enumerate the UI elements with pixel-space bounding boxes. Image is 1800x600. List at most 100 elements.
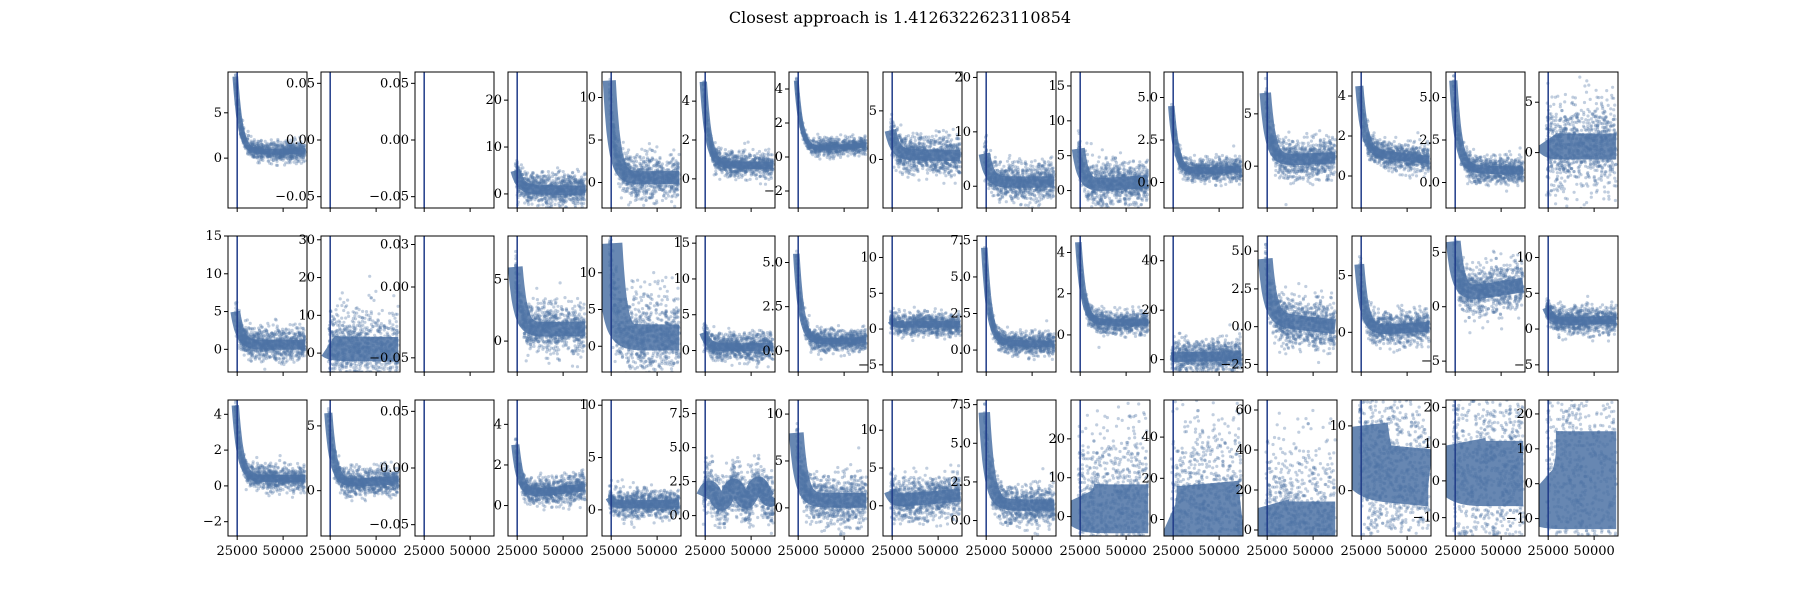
data-point <box>274 155 278 159</box>
data-point <box>268 154 272 158</box>
data-point <box>638 197 642 201</box>
data-point <box>649 159 653 163</box>
data-point <box>645 149 649 153</box>
data-point <box>657 160 662 165</box>
data-point <box>665 168 669 172</box>
data-point <box>289 138 293 142</box>
data-point <box>675 187 679 191</box>
data-point <box>527 178 531 182</box>
data-point <box>256 142 260 146</box>
data-point <box>293 136 297 140</box>
data-point <box>261 146 265 150</box>
data-point <box>301 153 305 157</box>
data-point <box>564 205 568 208</box>
data-point <box>543 182 548 186</box>
data-point <box>279 155 283 159</box>
data-point <box>543 196 547 200</box>
data-point <box>258 145 262 149</box>
data-point <box>758 171 762 175</box>
data-point <box>675 161 679 165</box>
data-point <box>268 154 272 158</box>
data-point <box>264 143 269 147</box>
data-point <box>564 180 569 184</box>
data-point <box>650 190 654 194</box>
data-point <box>302 143 306 148</box>
data-point <box>655 185 659 189</box>
data-point <box>625 157 629 161</box>
data-point <box>566 182 570 186</box>
data-point <box>287 158 291 162</box>
data-point <box>280 145 284 149</box>
data-point <box>540 199 544 203</box>
data-point <box>541 170 545 174</box>
data-point <box>647 196 651 200</box>
data-point <box>635 165 639 169</box>
data-point <box>524 192 528 196</box>
data-point <box>294 145 298 149</box>
data-point <box>572 175 576 179</box>
data-point <box>548 195 552 199</box>
data-point <box>246 152 250 156</box>
data-point <box>281 145 285 149</box>
data-point <box>673 204 677 208</box>
data-point <box>301 160 306 164</box>
data-point <box>556 166 560 170</box>
data-point <box>626 151 630 155</box>
series-core <box>232 76 307 155</box>
data-point <box>251 143 255 147</box>
data-point <box>280 155 284 159</box>
data-point <box>621 181 626 185</box>
data-point <box>619 196 624 200</box>
data-point <box>300 145 304 149</box>
series-cloud <box>884 112 962 185</box>
data-point <box>275 143 279 147</box>
data-point <box>274 157 278 161</box>
data-point <box>651 192 655 196</box>
data-point <box>272 141 276 145</box>
data-point <box>263 143 268 147</box>
y-tick-label: 4 <box>682 94 690 109</box>
data-point <box>279 143 283 147</box>
data-point <box>894 168 898 173</box>
data-point <box>669 188 673 192</box>
data-point <box>571 196 575 200</box>
data-point <box>530 177 535 181</box>
data-point <box>539 193 543 198</box>
data-point <box>576 198 581 202</box>
data-point <box>659 164 663 168</box>
data-point <box>755 177 759 181</box>
data-point <box>541 179 546 183</box>
data-point <box>949 175 953 179</box>
data-point <box>737 176 741 180</box>
data-point <box>658 164 662 169</box>
panel-frame <box>414 71 495 209</box>
data-point <box>260 142 264 146</box>
series-cloud <box>232 72 307 167</box>
data-point <box>627 148 631 152</box>
data-point <box>297 144 301 148</box>
data-point <box>628 166 632 170</box>
data-point <box>303 159 307 163</box>
data-point <box>673 161 677 166</box>
data-point <box>655 145 659 149</box>
data-point <box>548 197 552 201</box>
data-point <box>739 173 744 177</box>
data-point <box>852 148 856 152</box>
data-point <box>524 172 528 176</box>
data-point <box>583 171 587 175</box>
data-point <box>298 153 302 157</box>
data-point <box>298 153 302 157</box>
data-point <box>288 154 292 158</box>
data-point <box>562 197 566 201</box>
data-point <box>539 181 543 185</box>
data-point <box>557 181 561 185</box>
data-point <box>550 200 554 204</box>
data-point <box>557 197 562 201</box>
data-point <box>544 201 549 205</box>
data-point <box>730 152 734 156</box>
data-point <box>553 197 557 201</box>
data-point <box>513 164 518 168</box>
data-point <box>525 198 530 202</box>
data-point <box>660 165 664 169</box>
